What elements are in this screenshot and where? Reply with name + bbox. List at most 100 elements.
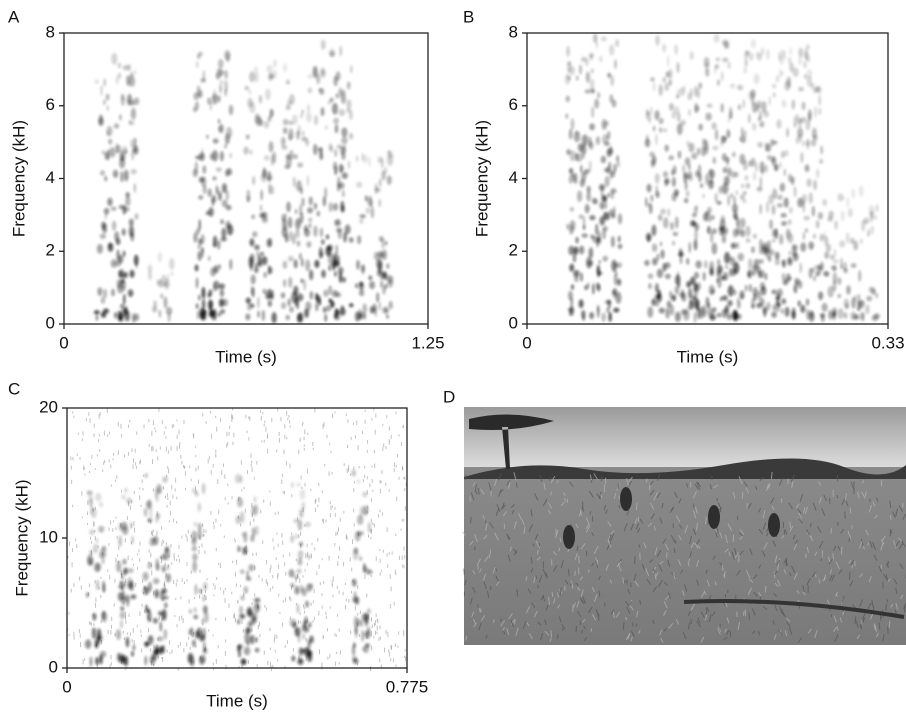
spectrogram-energy (772, 84, 777, 89)
spectrogram-energy (674, 44, 678, 55)
spectrogram-energy (574, 173, 577, 184)
spectrogram-noise (218, 645, 219, 648)
spectrogram-energy (167, 274, 170, 283)
spectrogram-energy (782, 273, 785, 280)
spectrogram-energy (566, 96, 570, 103)
spectrogram-energy (103, 289, 106, 298)
spectrogram-energy (843, 299, 849, 309)
spectrogram-energy (153, 618, 158, 623)
spectrogram-noise (282, 541, 283, 545)
spectrogram-noise (348, 599, 349, 603)
spectrogram-energy (725, 265, 727, 269)
spectrogram-noise (175, 488, 176, 491)
spectrogram-energy (340, 89, 346, 94)
spectrogram-energy (365, 195, 368, 202)
spectrogram-energy (597, 305, 599, 313)
spectrogram-energy (820, 313, 825, 317)
spectrogram-energy (754, 74, 760, 85)
spectrogram-energy (89, 529, 95, 535)
spectrogram-noise (245, 415, 246, 419)
spectrogram-noise (343, 592, 344, 596)
spectrogram-noise (250, 521, 251, 526)
spectrogram-noise (301, 487, 302, 489)
spectrogram-energy (603, 195, 607, 202)
spectrogram-noise (233, 433, 234, 437)
spectrogram-noise (337, 614, 338, 617)
spectrogram-energy (663, 263, 667, 272)
spectrogram-noise (225, 598, 226, 603)
spectrogram-noise (327, 628, 328, 631)
spectrogram-energy (226, 127, 232, 138)
spectrogram-energy (586, 192, 591, 202)
spectrogram-noise (87, 523, 88, 525)
spectrogram-energy (807, 178, 812, 187)
spectrogram-noise (345, 605, 346, 609)
spectrogram-energy (746, 183, 751, 189)
spectrogram-energy (254, 602, 260, 612)
spectrogram-energy (801, 152, 804, 163)
spectrogram-energy (720, 103, 723, 113)
spectrogram-noise (110, 520, 111, 524)
spectrogram-energy (244, 586, 249, 594)
spectrogram-noise (279, 438, 280, 442)
spectrogram-noise (288, 415, 289, 418)
spectrogram-energy (760, 204, 762, 215)
spectrogram-noise (276, 557, 277, 560)
spectrogram-energy (670, 222, 674, 231)
spectrogram-noise (211, 434, 212, 439)
spectrogram-energy (294, 575, 299, 580)
spectrogram-noise (185, 488, 186, 490)
spectrogram-energy (319, 148, 323, 159)
spectrogram-energy (659, 308, 665, 314)
spectrogram-energy (695, 298, 700, 310)
spectrogram-noise (335, 411, 336, 413)
spectrogram-energy (265, 89, 271, 101)
spectrogram-noise (88, 412, 89, 416)
spectrogram-energy (324, 314, 327, 322)
spectrogram-noise (276, 532, 277, 535)
spectrogram-energy (799, 118, 803, 123)
spectrogram-energy (242, 532, 246, 537)
spectrogram-energy (103, 100, 106, 105)
spectrogram-energy (111, 53, 117, 65)
spectrogram-noise (179, 616, 180, 621)
spectrogram-energy (329, 285, 332, 294)
spectrogram-noise (389, 653, 390, 657)
spectrogram-noise (208, 629, 209, 631)
spectrogram-energy (383, 286, 386, 295)
spectrogram-energy (645, 197, 647, 207)
spectrogram-energy (727, 313, 732, 319)
spectrogram-energy (300, 585, 303, 593)
spectrogram-energy (260, 252, 264, 256)
spectrogram-noise (103, 462, 104, 465)
spectrogram-noise (240, 524, 241, 527)
spectrogram-energy (219, 264, 221, 269)
spectrogram-energy (130, 594, 136, 599)
spectrogram-energy (679, 248, 682, 257)
spectrogram-noise (227, 442, 228, 446)
spectrogram-energy (305, 616, 307, 625)
spectrogram-noise (315, 500, 316, 505)
spectrogram-energy (268, 300, 272, 307)
spectrogram-energy (387, 175, 392, 185)
spectrogram-energy (325, 126, 327, 130)
spectrogram-energy (131, 108, 136, 120)
spectrogram-noise (167, 493, 168, 497)
spectrogram-energy (351, 469, 356, 476)
spectrogram-energy (247, 641, 250, 646)
spectrogram-energy (166, 573, 171, 582)
spectrogram-energy (260, 205, 262, 212)
spectrogram-noise (305, 483, 306, 487)
spectrogram-noise (171, 544, 172, 548)
spectrogram-noise (165, 426, 166, 429)
spectrogram-noise (135, 449, 136, 453)
spectrogram-energy (258, 119, 263, 126)
spectrogram-energy (359, 313, 362, 320)
photo-grass (465, 475, 466, 480)
spectrogram-noise (353, 423, 354, 425)
spectrogram-noise (269, 628, 270, 631)
spectrogram-noise (107, 569, 108, 572)
spectrogram-energy (760, 282, 765, 290)
spectrogram-noise (241, 489, 242, 491)
spectrogram-noise (133, 564, 134, 566)
